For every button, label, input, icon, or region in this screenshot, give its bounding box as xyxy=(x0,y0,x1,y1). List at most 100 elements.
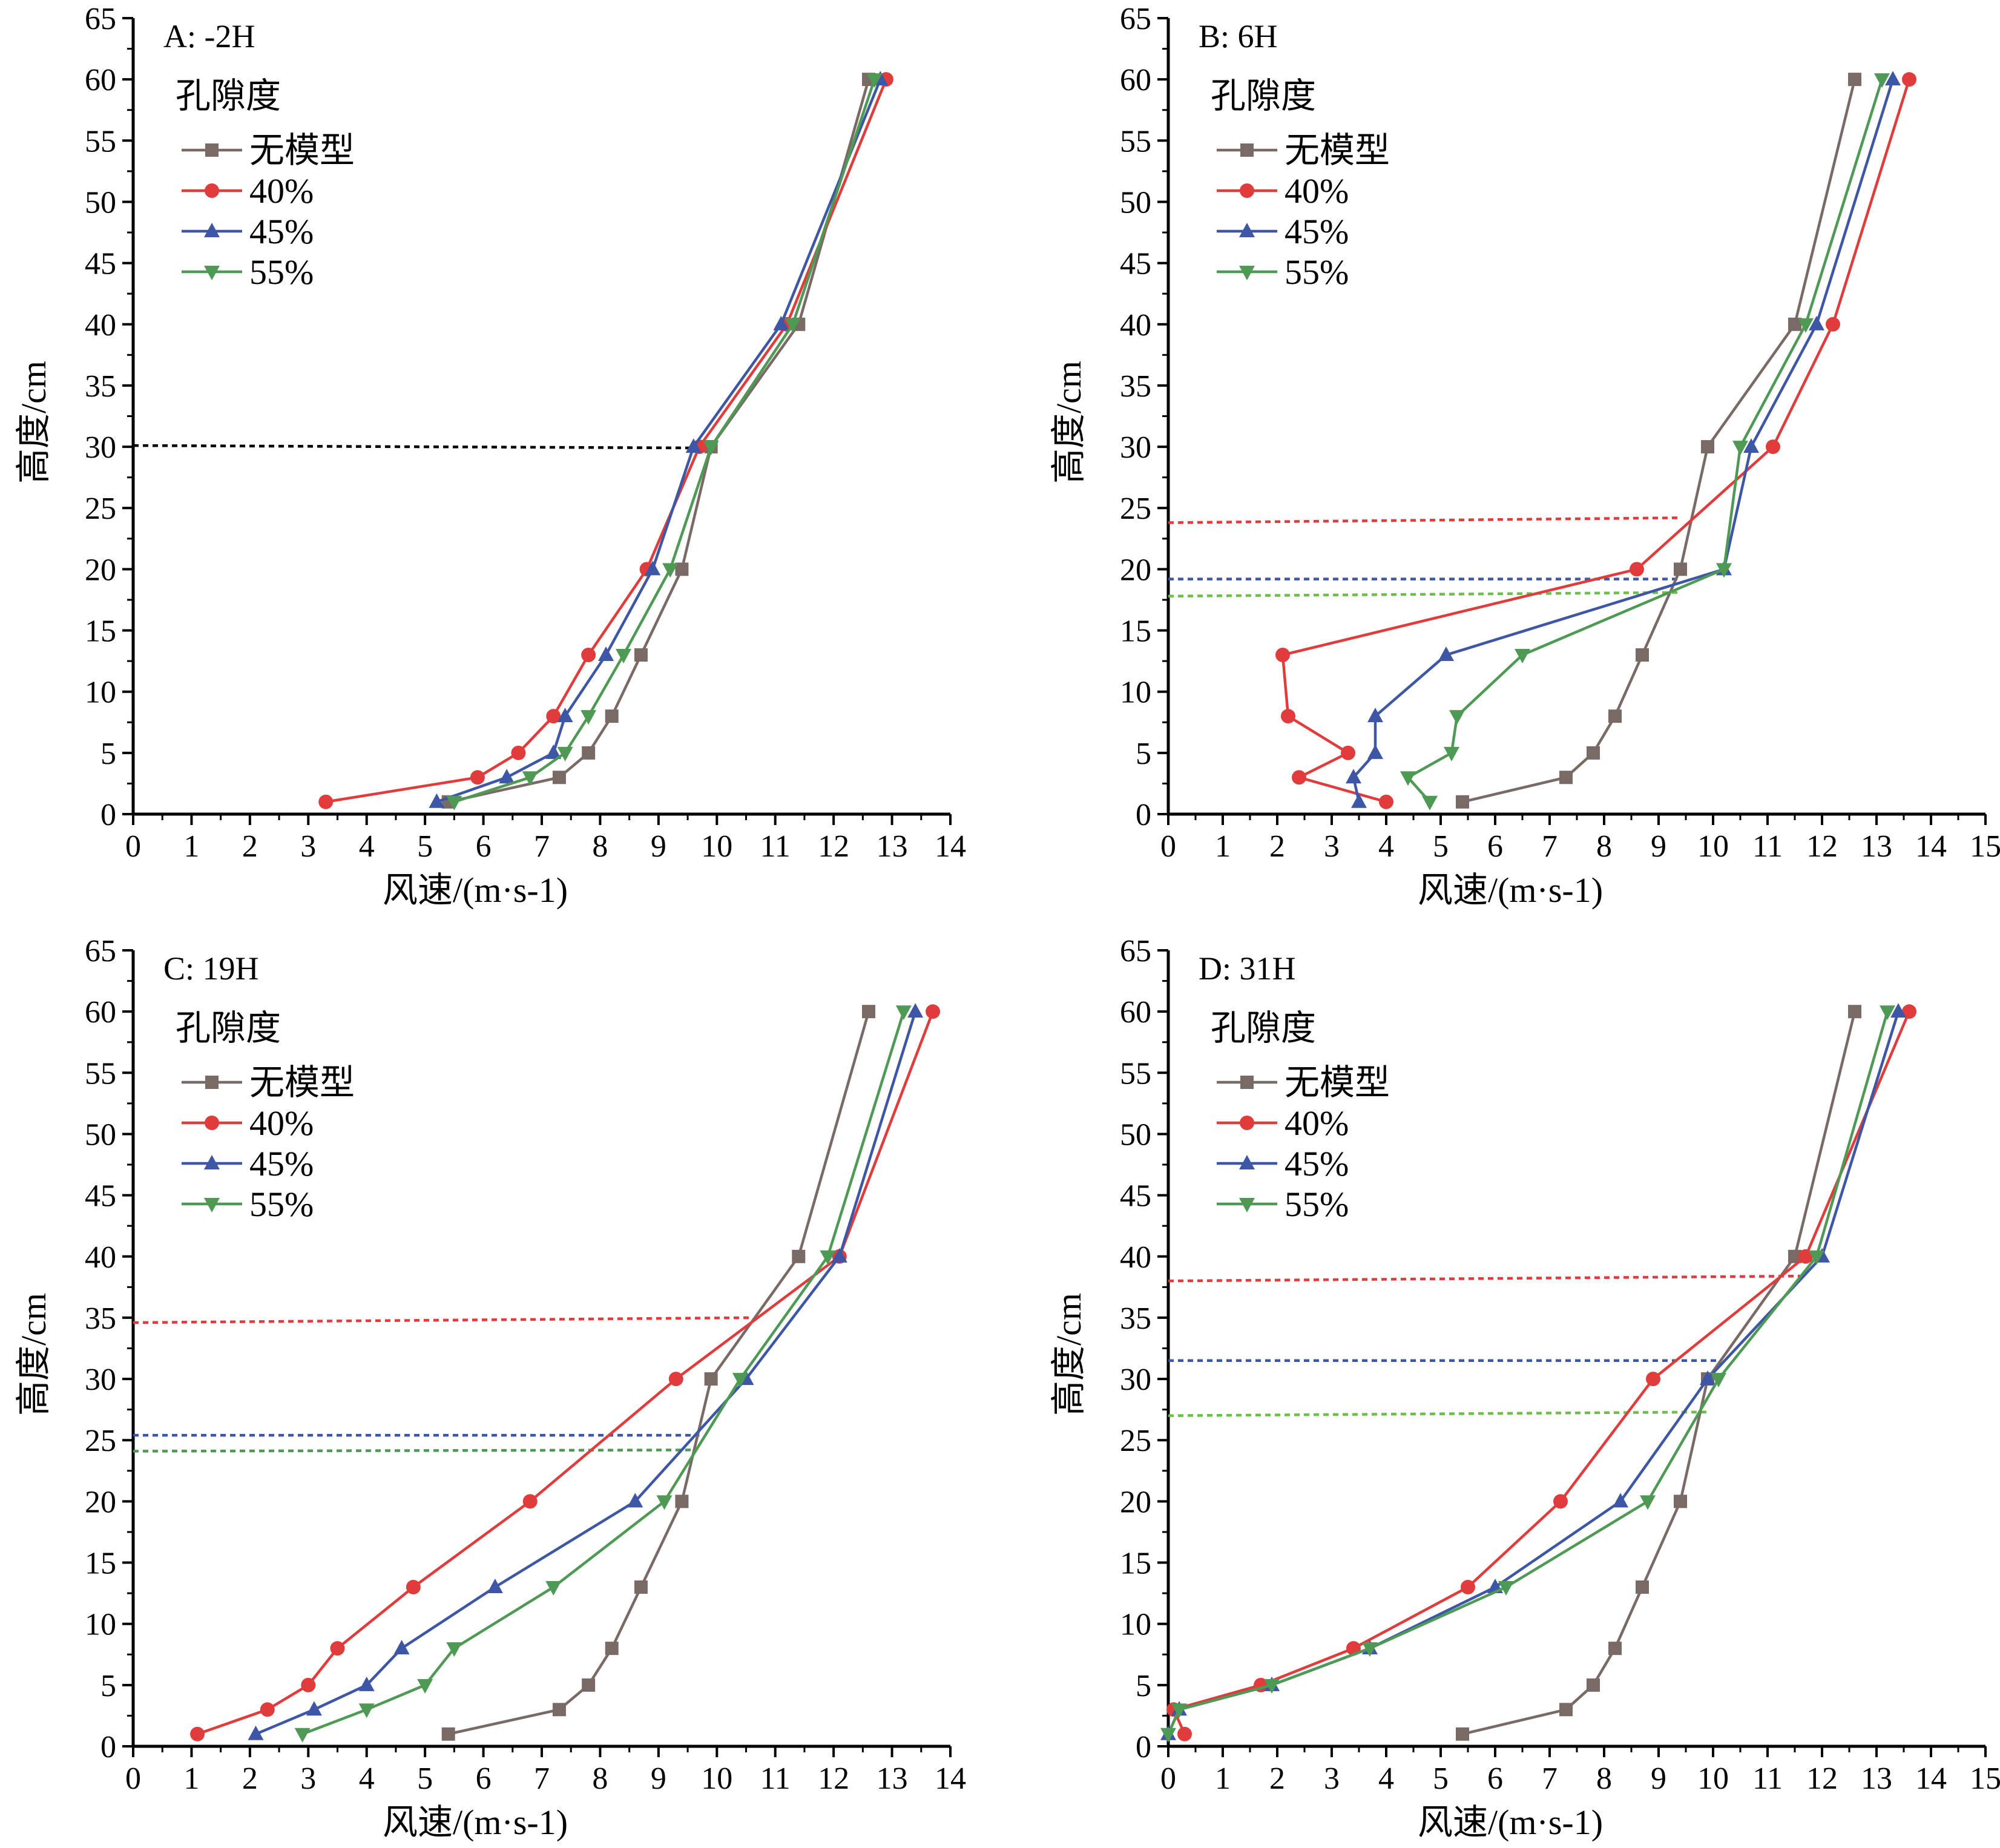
data-point xyxy=(616,649,631,663)
data-point xyxy=(1559,771,1573,784)
series-line xyxy=(1166,1011,1889,1735)
x-tick-label: 10 xyxy=(1697,829,1729,864)
data-point xyxy=(582,746,596,760)
x-tick-label: 10 xyxy=(1697,1761,1729,1796)
x-tick-label: 13 xyxy=(877,1761,908,1796)
y-tick-label: 15 xyxy=(1120,1547,1151,1581)
data-point xyxy=(1788,1249,1801,1263)
x-tick-label: 0 xyxy=(125,829,141,864)
x-tick-label: 0 xyxy=(1160,1761,1176,1796)
data-point xyxy=(546,709,561,724)
data-point xyxy=(446,795,462,811)
x-tick-label: 6 xyxy=(476,829,492,864)
legend-marker xyxy=(1240,183,1254,198)
legend-marker xyxy=(1240,143,1254,157)
y-tick-label: 50 xyxy=(1120,185,1151,220)
x-tick-label: 7 xyxy=(534,829,550,864)
y-tick-label: 50 xyxy=(85,185,116,220)
data-point xyxy=(1826,317,1840,332)
legend-label: 无模型 xyxy=(1285,1063,1390,1102)
data-point xyxy=(792,1249,806,1263)
y-axis-title: 高度/cm xyxy=(14,361,53,484)
legend-label: 55% xyxy=(249,1185,314,1224)
x-tick-label: 14 xyxy=(1915,1761,1947,1796)
data-point xyxy=(634,648,648,662)
data-point xyxy=(668,1372,683,1387)
y-tick-label: 25 xyxy=(85,1424,116,1458)
data-point xyxy=(1701,440,1714,454)
y-tick-label: 60 xyxy=(85,995,116,1030)
data-point xyxy=(1809,315,1824,330)
data-point xyxy=(1438,646,1454,661)
y-tick-label: 20 xyxy=(1120,553,1151,587)
y-tick-label: 30 xyxy=(85,430,116,465)
x-tick-label: 15 xyxy=(1970,1761,2000,1796)
data-point xyxy=(656,1495,673,1510)
data-point xyxy=(1788,317,1801,331)
data-point xyxy=(1636,1580,1649,1594)
y-axis-title: 高度/cm xyxy=(1049,361,1088,484)
x-tick-label: 2 xyxy=(242,1761,258,1796)
data-point xyxy=(470,770,485,785)
legend-marker xyxy=(205,1116,219,1130)
y-tick-label: 0 xyxy=(100,798,116,832)
y-axis-title: 高度/cm xyxy=(14,1293,53,1416)
data-point xyxy=(1630,562,1644,577)
data-point xyxy=(446,1642,462,1657)
data-point xyxy=(545,1581,562,1596)
data-point xyxy=(417,1679,433,1694)
data-point xyxy=(1444,746,1459,761)
x-axis-title: 风速/(m·s-1) xyxy=(383,1803,568,1842)
y-tick-label: 15 xyxy=(1120,614,1151,649)
y-tick-label: 20 xyxy=(1120,1485,1151,1519)
legend-marker xyxy=(1239,1198,1255,1212)
x-tick-label: 2 xyxy=(1269,829,1285,864)
x-axis-title: 风速/(m·s-1) xyxy=(1418,1803,1603,1842)
panel-label: D: 31H xyxy=(1199,950,1296,987)
legend-label: 40% xyxy=(1285,171,1349,211)
series-line xyxy=(301,1011,906,1735)
series xyxy=(441,1005,875,1741)
data-point xyxy=(820,1250,836,1265)
data-point xyxy=(1743,438,1759,453)
legend-label: 无模型 xyxy=(1285,131,1390,170)
data-point xyxy=(429,793,445,808)
data-point xyxy=(190,1726,205,1741)
data-point xyxy=(685,438,702,453)
data-point xyxy=(1636,648,1649,662)
series xyxy=(441,73,875,809)
y-tick-label: 50 xyxy=(1120,1117,1151,1152)
reference-line xyxy=(133,1448,694,1453)
reference-line xyxy=(133,444,706,450)
x-tick-label: 11 xyxy=(1752,1761,1783,1796)
series-line xyxy=(1352,79,1895,803)
data-point xyxy=(1766,439,1780,455)
data-point xyxy=(1351,793,1367,808)
data-point xyxy=(1559,1703,1573,1717)
series-line xyxy=(1281,79,1911,803)
y-tick-label: 60 xyxy=(1120,63,1151,97)
legend-marker xyxy=(205,183,219,198)
y-tick-label: 35 xyxy=(85,1301,116,1336)
legend-label: 45% xyxy=(1285,212,1349,251)
data-point xyxy=(675,1495,689,1508)
y-tick-label: 45 xyxy=(1120,1179,1151,1214)
series-line xyxy=(255,1011,917,1735)
x-tick-label: 10 xyxy=(701,1761,732,1796)
data-point xyxy=(675,562,689,576)
legend-title: 孔隙度 xyxy=(1211,76,1316,116)
data-point xyxy=(1275,648,1290,662)
y-tick-label: 30 xyxy=(1120,430,1151,465)
data-point xyxy=(248,1725,264,1740)
legend-marker xyxy=(1240,1076,1254,1089)
y-tick-label: 20 xyxy=(85,1485,116,1519)
x-tick-label: 8 xyxy=(592,1761,608,1796)
data-point xyxy=(1281,709,1295,724)
data-point xyxy=(1498,1581,1514,1596)
y-tick-label: 10 xyxy=(85,1608,116,1642)
data-point xyxy=(627,1493,643,1508)
legend-label: 40% xyxy=(1285,1103,1349,1143)
y-tick-label: 40 xyxy=(1120,1240,1151,1275)
data-point xyxy=(1422,795,1438,811)
